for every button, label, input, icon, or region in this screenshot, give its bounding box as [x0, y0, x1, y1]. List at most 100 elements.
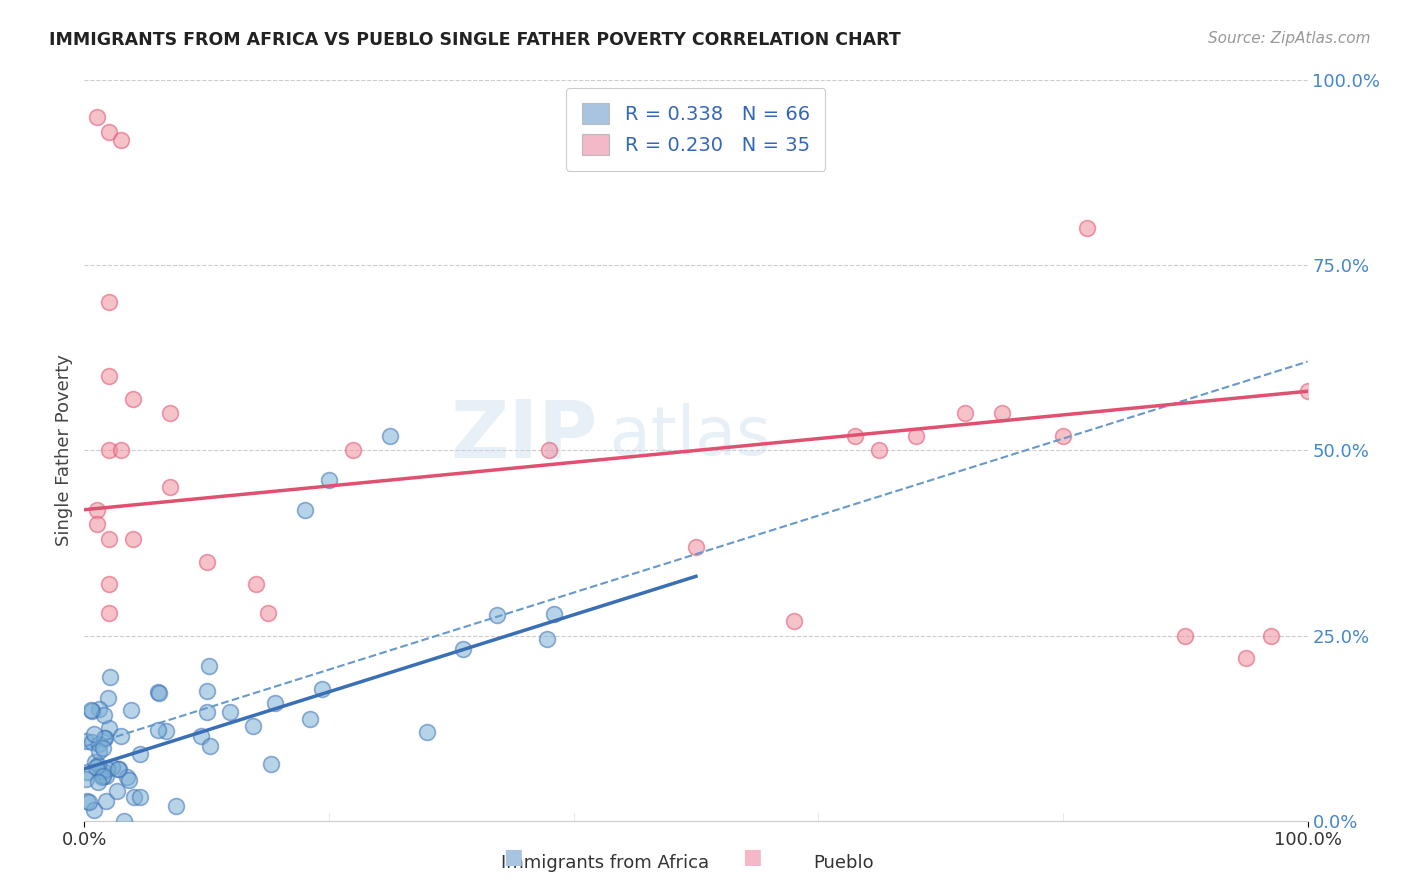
Point	[342, 443, 364, 458]
Text: Immigrants from Africa: Immigrants from Africa	[501, 855, 709, 872]
Point	[218, 705, 240, 719]
Point	[91, 764, 114, 778]
Point	[159, 407, 181, 421]
Point	[155, 723, 177, 738]
Point	[91, 741, 114, 756]
Point	[80, 703, 103, 717]
Point	[97, 369, 120, 384]
Point	[165, 798, 187, 813]
Point	[451, 641, 474, 656]
Point	[86, 111, 108, 125]
Legend: R = 0.338   N = 66, R = 0.230   N = 35: R = 0.338 N = 66, R = 0.230 N = 35	[567, 87, 825, 171]
Text: atlas: atlas	[610, 402, 772, 468]
Point	[195, 705, 218, 719]
Point	[97, 721, 120, 735]
Text: Pueblo: Pueblo	[813, 855, 875, 872]
Point	[905, 428, 928, 442]
Point	[87, 743, 110, 757]
Point	[146, 685, 169, 699]
Point	[198, 739, 221, 754]
Point	[97, 125, 120, 139]
Point	[783, 614, 806, 628]
Point	[91, 770, 114, 784]
Point	[538, 443, 561, 458]
Point	[83, 755, 105, 769]
Point	[97, 533, 120, 547]
Point	[159, 480, 181, 494]
Point	[98, 670, 121, 684]
Point	[311, 682, 333, 697]
Point	[84, 760, 107, 774]
Point	[86, 775, 108, 789]
Point	[190, 729, 212, 743]
Point	[97, 295, 120, 310]
Point	[76, 794, 98, 808]
Point	[87, 737, 110, 751]
Point	[318, 473, 340, 487]
Point	[380, 428, 402, 442]
Point	[97, 576, 120, 591]
Point	[198, 659, 221, 673]
Text: ■: ■	[503, 847, 523, 867]
Point	[76, 764, 98, 779]
Point	[122, 392, 145, 406]
Point	[264, 696, 287, 710]
Point	[87, 702, 110, 716]
Point	[259, 756, 281, 771]
Point	[87, 757, 110, 772]
Point	[91, 769, 114, 783]
Point	[148, 686, 170, 700]
Text: ZIP: ZIP	[451, 397, 598, 475]
Point	[485, 608, 508, 623]
Point	[82, 735, 104, 749]
Point	[97, 607, 120, 621]
Point	[107, 762, 129, 776]
Y-axis label: Single Father Poverty: Single Father Poverty	[55, 354, 73, 547]
Point	[195, 684, 218, 698]
Point	[245, 576, 267, 591]
Point	[685, 540, 707, 554]
Point	[120, 703, 142, 717]
Point	[108, 762, 131, 776]
Point	[86, 502, 108, 516]
Point	[97, 443, 120, 458]
Text: Source: ZipAtlas.com: Source: ZipAtlas.com	[1208, 31, 1371, 46]
Point	[93, 731, 115, 745]
Point	[75, 772, 97, 786]
Point	[416, 724, 439, 739]
Point	[1236, 650, 1258, 665]
Point	[195, 555, 218, 569]
Point	[75, 734, 97, 748]
Point	[94, 769, 117, 783]
Point	[122, 533, 145, 547]
Text: ■: ■	[742, 847, 762, 867]
Point	[1260, 628, 1282, 642]
Point	[77, 795, 100, 809]
Point	[242, 719, 264, 733]
Point	[953, 407, 976, 421]
Point	[115, 770, 138, 784]
Point	[294, 502, 316, 516]
Point	[1174, 628, 1197, 642]
Point	[105, 783, 128, 797]
Point	[118, 772, 141, 787]
Point	[110, 443, 132, 458]
Point	[93, 707, 115, 722]
Point	[122, 789, 145, 804]
Point	[1296, 384, 1319, 399]
Point	[101, 760, 124, 774]
Point	[83, 803, 105, 817]
Point	[86, 517, 108, 532]
Point	[110, 132, 132, 146]
Point	[96, 762, 118, 776]
Point	[1076, 221, 1098, 235]
Point	[129, 747, 152, 761]
Point	[112, 814, 135, 828]
Point	[257, 607, 280, 621]
Point	[536, 632, 558, 646]
Point	[844, 428, 866, 442]
Point	[110, 729, 132, 743]
Point	[94, 731, 117, 745]
Text: IMMIGRANTS FROM AFRICA VS PUEBLO SINGLE FATHER POVERTY CORRELATION CHART: IMMIGRANTS FROM AFRICA VS PUEBLO SINGLE …	[49, 31, 901, 49]
Point	[97, 691, 120, 706]
